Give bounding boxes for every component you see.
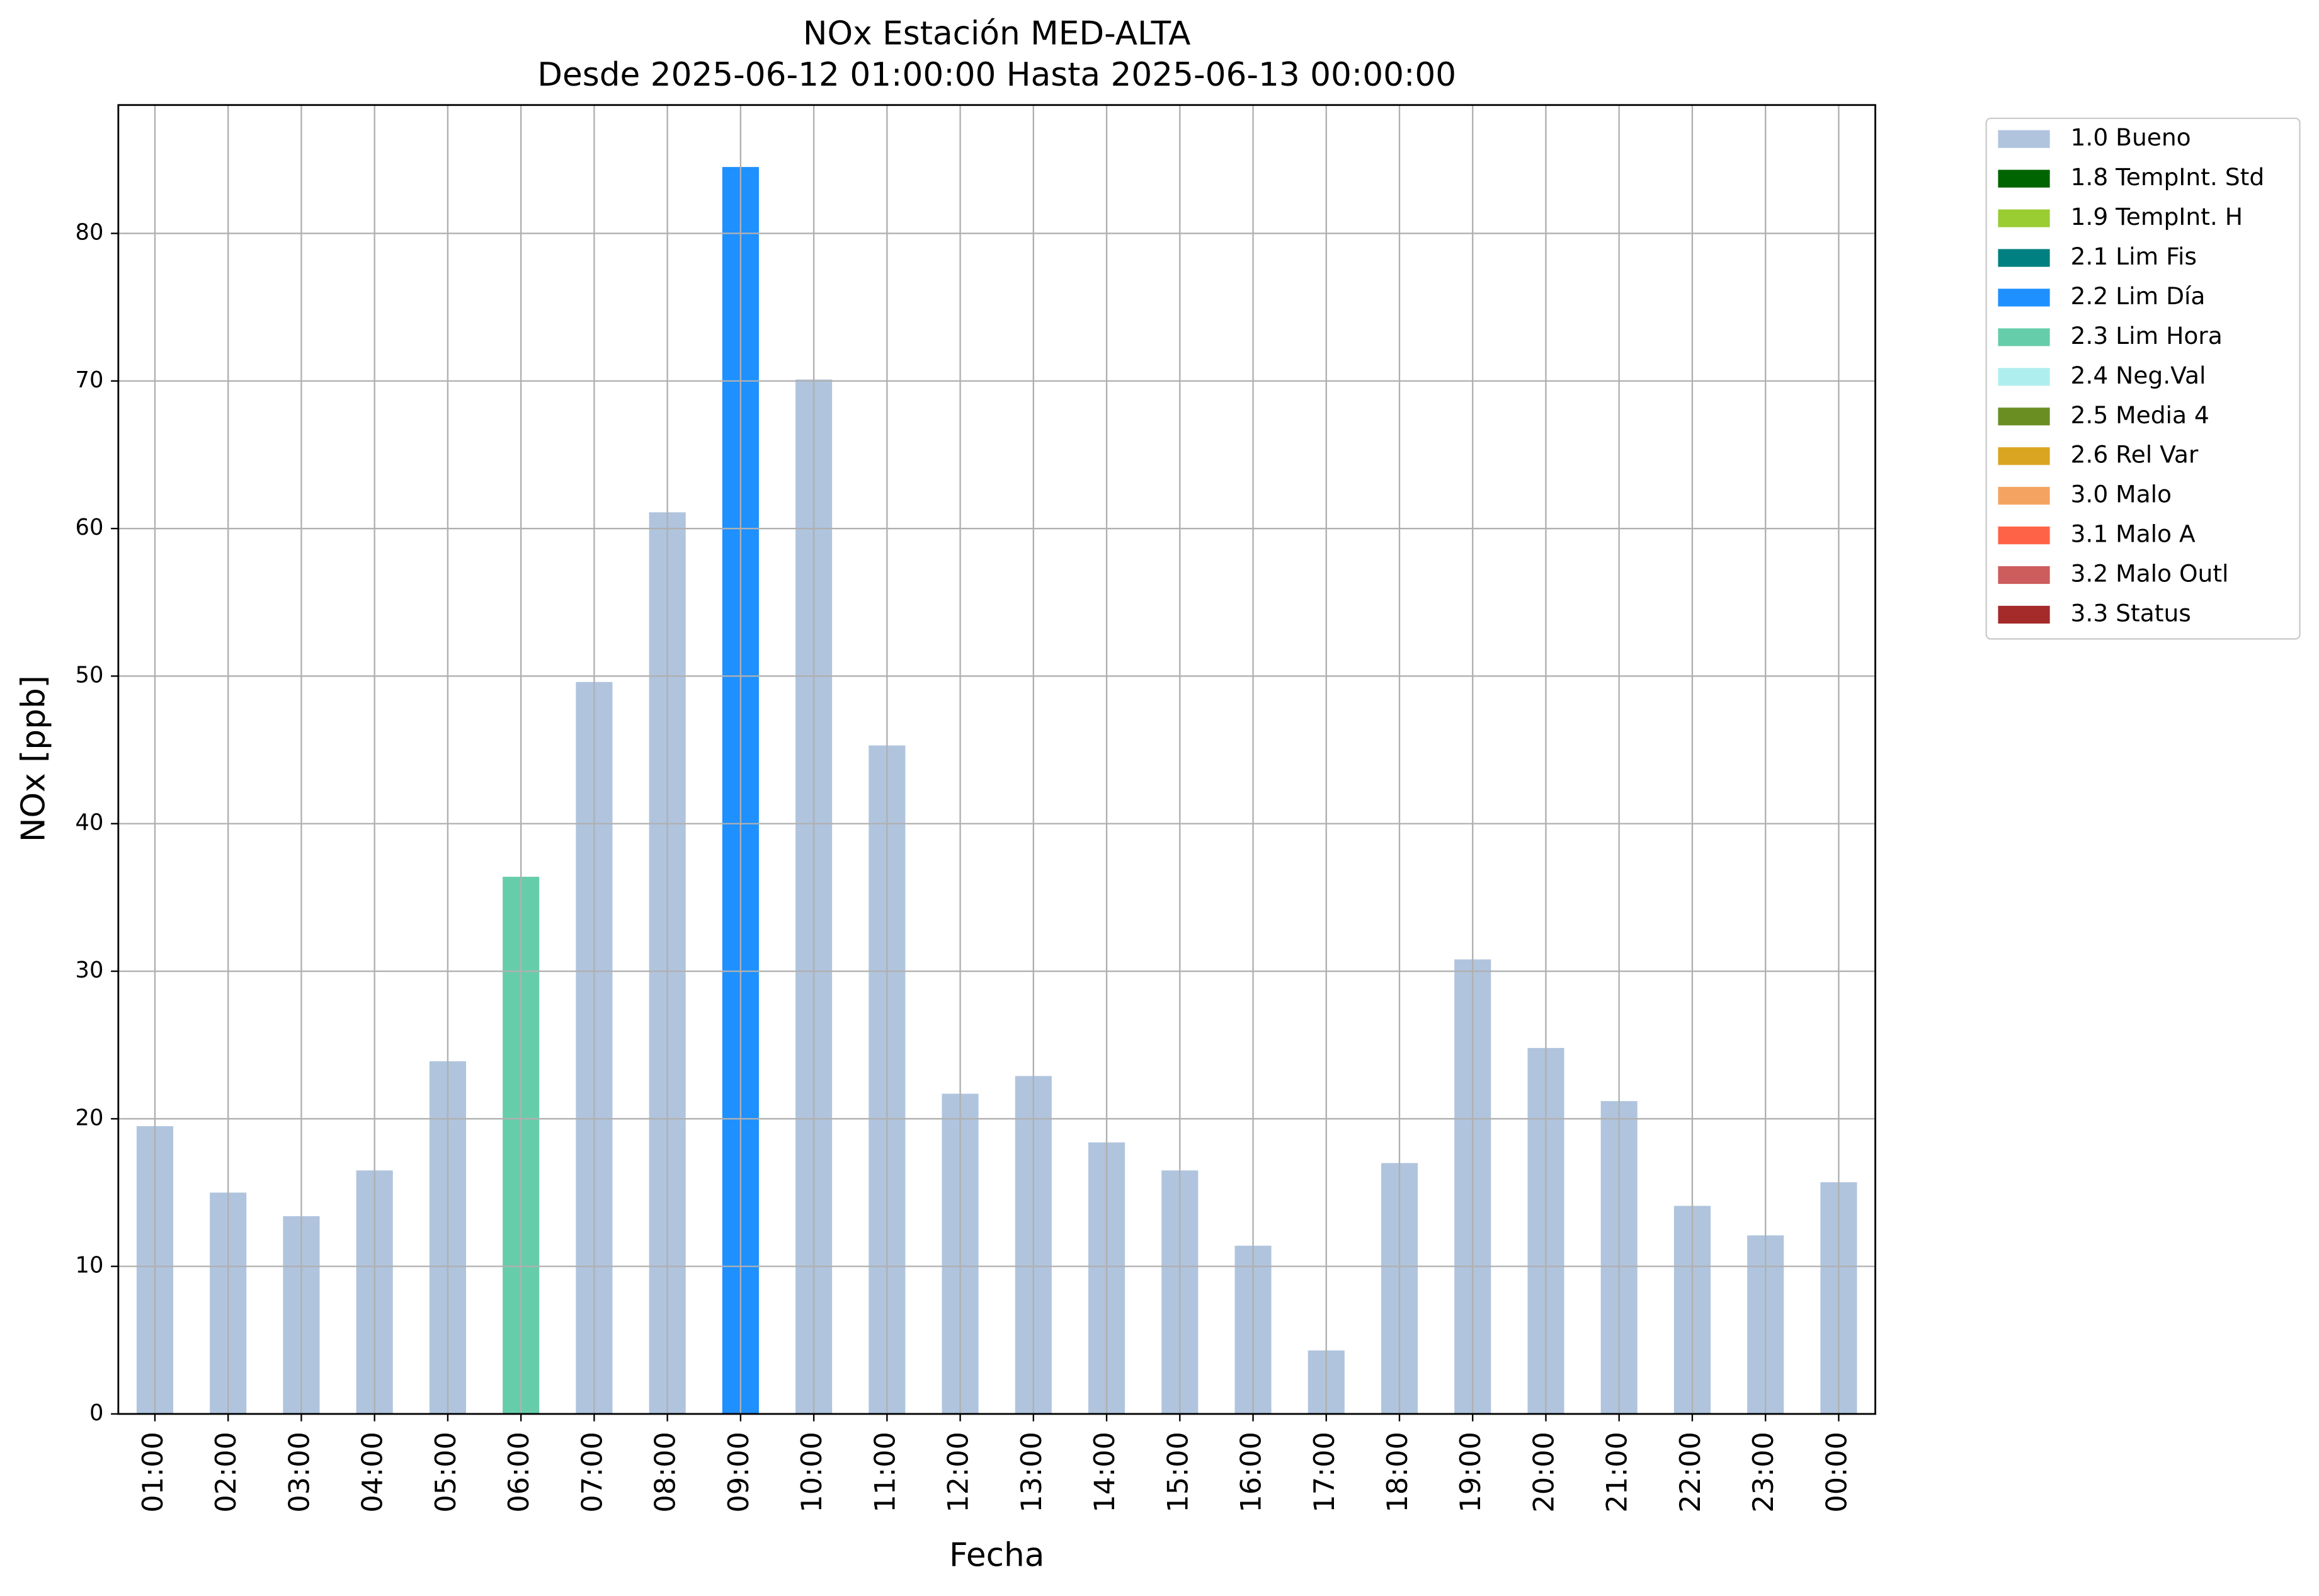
legend-swatch: [1998, 249, 2050, 267]
legend-label: 2.5 Media 4: [2071, 401, 2209, 429]
x-tick-label: 20:00: [1527, 1432, 1560, 1513]
legend-label: 3.2 Malo Outl: [2071, 560, 2229, 588]
x-axis-label: Fecha: [949, 1537, 1044, 1575]
x-tick-label: 07:00: [576, 1432, 608, 1513]
chart-title: NOx Estación MED-ALTA: [803, 14, 1191, 52]
legend-label: 1.0 Bueno: [2071, 123, 2191, 151]
legend-swatch: [1998, 526, 2050, 545]
x-tick-label: 05:00: [430, 1432, 462, 1513]
legend-label: 1.9 TempInt. H: [2071, 203, 2243, 231]
legend-label: 2.6 Rel Var: [2071, 441, 2199, 469]
x-tick-label: 16:00: [1235, 1432, 1268, 1513]
x-tick-label: 18:00: [1381, 1432, 1414, 1513]
legend-label: 3.1 Malo A: [2071, 520, 2196, 548]
y-tick-label: 80: [76, 220, 104, 246]
y-tick-label: 10: [76, 1253, 104, 1279]
x-tick-label: 22:00: [1674, 1432, 1707, 1513]
x-tick-label: 17:00: [1308, 1432, 1341, 1513]
legend-swatch: [1998, 487, 2050, 505]
chart-subtitle: Desde 2025-06-12 01:00:00 Hasta 2025-06-…: [537, 56, 1456, 94]
legend-box: [1985, 117, 2301, 640]
y-tick-label: 30: [76, 957, 104, 983]
x-tick-label: 08:00: [649, 1432, 682, 1513]
x-tick-label: 14:00: [1088, 1432, 1121, 1513]
legend: 1.0 Bueno 1.8 TempInt. Std 1.9 TempInt. H 2…: [1998, 123, 2264, 627]
y-tick-label: 50: [76, 662, 104, 688]
x-tick-label: 04:00: [356, 1432, 389, 1513]
legend-label: 1.8 TempInt. Std: [2071, 163, 2265, 191]
legend-label: 2.3 Lim Hora: [2071, 322, 2223, 350]
legend-label: 3.0 Malo: [2071, 481, 2172, 508]
legend-label: 2.2 Lim Día: [2071, 282, 2206, 310]
x-tick-label: 10:00: [795, 1432, 828, 1513]
legend-swatch: [1998, 566, 2050, 584]
x-tick-label: 00:00: [1820, 1432, 1853, 1513]
ticks: 0 10 20 30 40 50 60 70 80 01:00 02:00 03:00 04:00 05:…: [76, 220, 1854, 1513]
x-tick-label: 15:00: [1161, 1432, 1194, 1513]
y-tick-label: 70: [76, 367, 104, 393]
x-tick-label: 12:00: [942, 1432, 975, 1513]
legend-label: 2.4 Neg.Val: [2071, 362, 2206, 389]
grid: [118, 105, 1876, 1415]
x-tick-label: 03:00: [283, 1432, 316, 1513]
legend-swatch: [1998, 368, 2050, 386]
legend-swatch: [1998, 447, 2050, 465]
x-tick-label: 13:00: [1015, 1432, 1048, 1513]
legend-swatch: [1998, 605, 2050, 624]
legend-swatch: [1998, 209, 2050, 227]
y-tick-label: 0: [89, 1400, 103, 1426]
x-tick-label: 19:00: [1454, 1432, 1487, 1513]
legend-swatch: [1998, 130, 2050, 148]
y-axis-label: NOx [ppb]: [14, 675, 52, 842]
axes-frame: [117, 104, 1876, 1415]
y-tick-label: 60: [76, 515, 104, 540]
y-tick-label: 20: [76, 1105, 104, 1131]
x-tick-label: 02:00: [210, 1432, 242, 1513]
legend-swatch: [1998, 328, 2050, 346]
x-tick-label: 09:00: [722, 1432, 755, 1513]
legend-label: 3.3 Status: [2071, 599, 2191, 627]
y-tick-label: 40: [76, 810, 104, 836]
x-tick-label: 23:00: [1747, 1432, 1780, 1513]
legend-label: 2.1 Lim Fis: [2071, 242, 2197, 270]
legend-swatch: [1998, 288, 2050, 307]
legend-swatch: [1998, 169, 2050, 188]
x-tick-label: 01:00: [137, 1432, 169, 1513]
x-tick-label: 21:00: [1601, 1432, 1634, 1513]
x-tick-label: 11:00: [869, 1432, 901, 1513]
legend-swatch: [1998, 408, 2050, 426]
x-tick-label: 06:00: [503, 1432, 535, 1513]
